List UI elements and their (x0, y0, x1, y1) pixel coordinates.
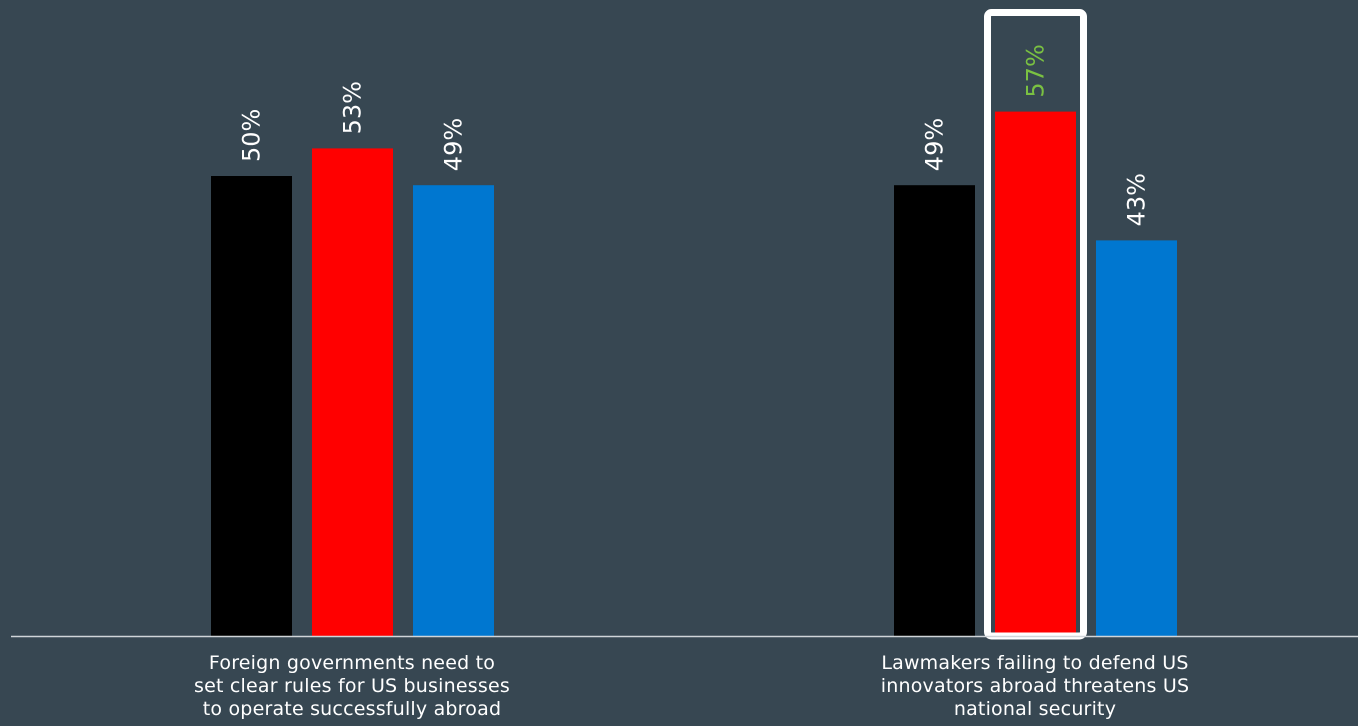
value-label-c1-s1: 57% (1022, 44, 1050, 97)
category-label-0-line-2: set clear rules for US businesses (194, 675, 510, 697)
value-label-c0-s1: 53% (339, 81, 367, 134)
value-label-c1-s0: 49% (921, 118, 949, 171)
category-label-1-line-3: national security (953, 698, 1117, 720)
category-label-0: Foreign governments need to set clear ru… (172, 652, 532, 721)
bar-c0-s0 (211, 176, 292, 636)
bar-c1-s1 (995, 111, 1076, 637)
category-label-0-line-3: to operate successfully abroad (202, 698, 502, 720)
bar-c0-s1 (312, 148, 393, 636)
bar-c1-s0 (894, 185, 975, 636)
bar-c1-s2 (1096, 240, 1177, 636)
value-label-c0-s2: 49% (440, 118, 468, 171)
category-label-1-line-2: innovators abroad threatens US (880, 675, 1190, 697)
value-label-c0-s0: 50% (238, 109, 266, 162)
category-label-1: Lawmakers failing to defend US innovator… (855, 652, 1215, 721)
value-label-c1-s2: 43% (1123, 173, 1151, 226)
bar-c0-s2 (413, 185, 494, 636)
category-label-0-line-1: Foreign governments need to (208, 652, 496, 674)
category-label-1-line-1: Lawmakers failing to defend US (881, 652, 1189, 674)
